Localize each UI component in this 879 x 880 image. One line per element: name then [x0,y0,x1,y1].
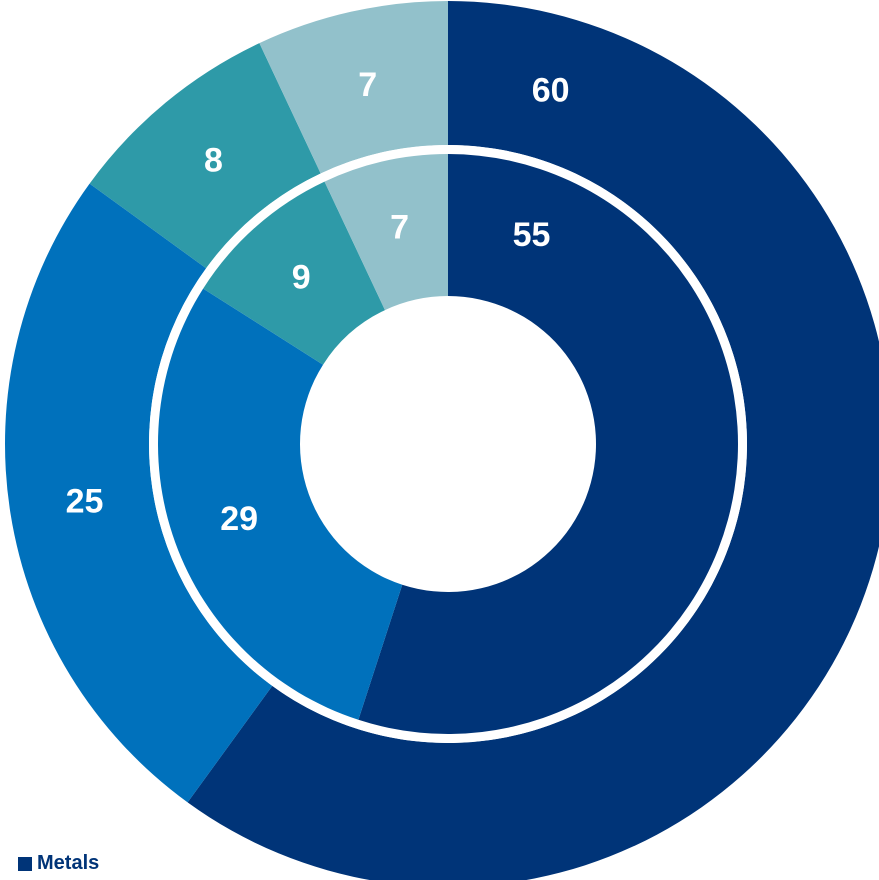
outer-slice-2 [89,43,321,269]
legend-label-metals: Metals [37,852,100,874]
legend: Metals [18,852,99,875]
inner-label-1: 29 [220,500,258,538]
outer-label-2: 8 [204,141,223,179]
inner-label-2: 9 [292,258,311,296]
outer-slice-1 [4,183,273,803]
inner-label-0: 55 [513,216,551,254]
inner-label-3: 7 [390,208,409,246]
outer-label-0: 60 [532,72,570,110]
legend-swatch-metals [18,856,32,871]
outer-label-1: 25 [66,483,104,521]
outer-slice-3 [259,1,448,174]
outer-label-3: 7 [358,66,377,104]
inner-slice-0 [358,154,738,734]
inner-slice-2 [203,181,385,365]
inner-slice-3 [324,154,448,311]
outer-slice-0 [187,1,879,880]
inner-slice-1 [157,288,403,720]
